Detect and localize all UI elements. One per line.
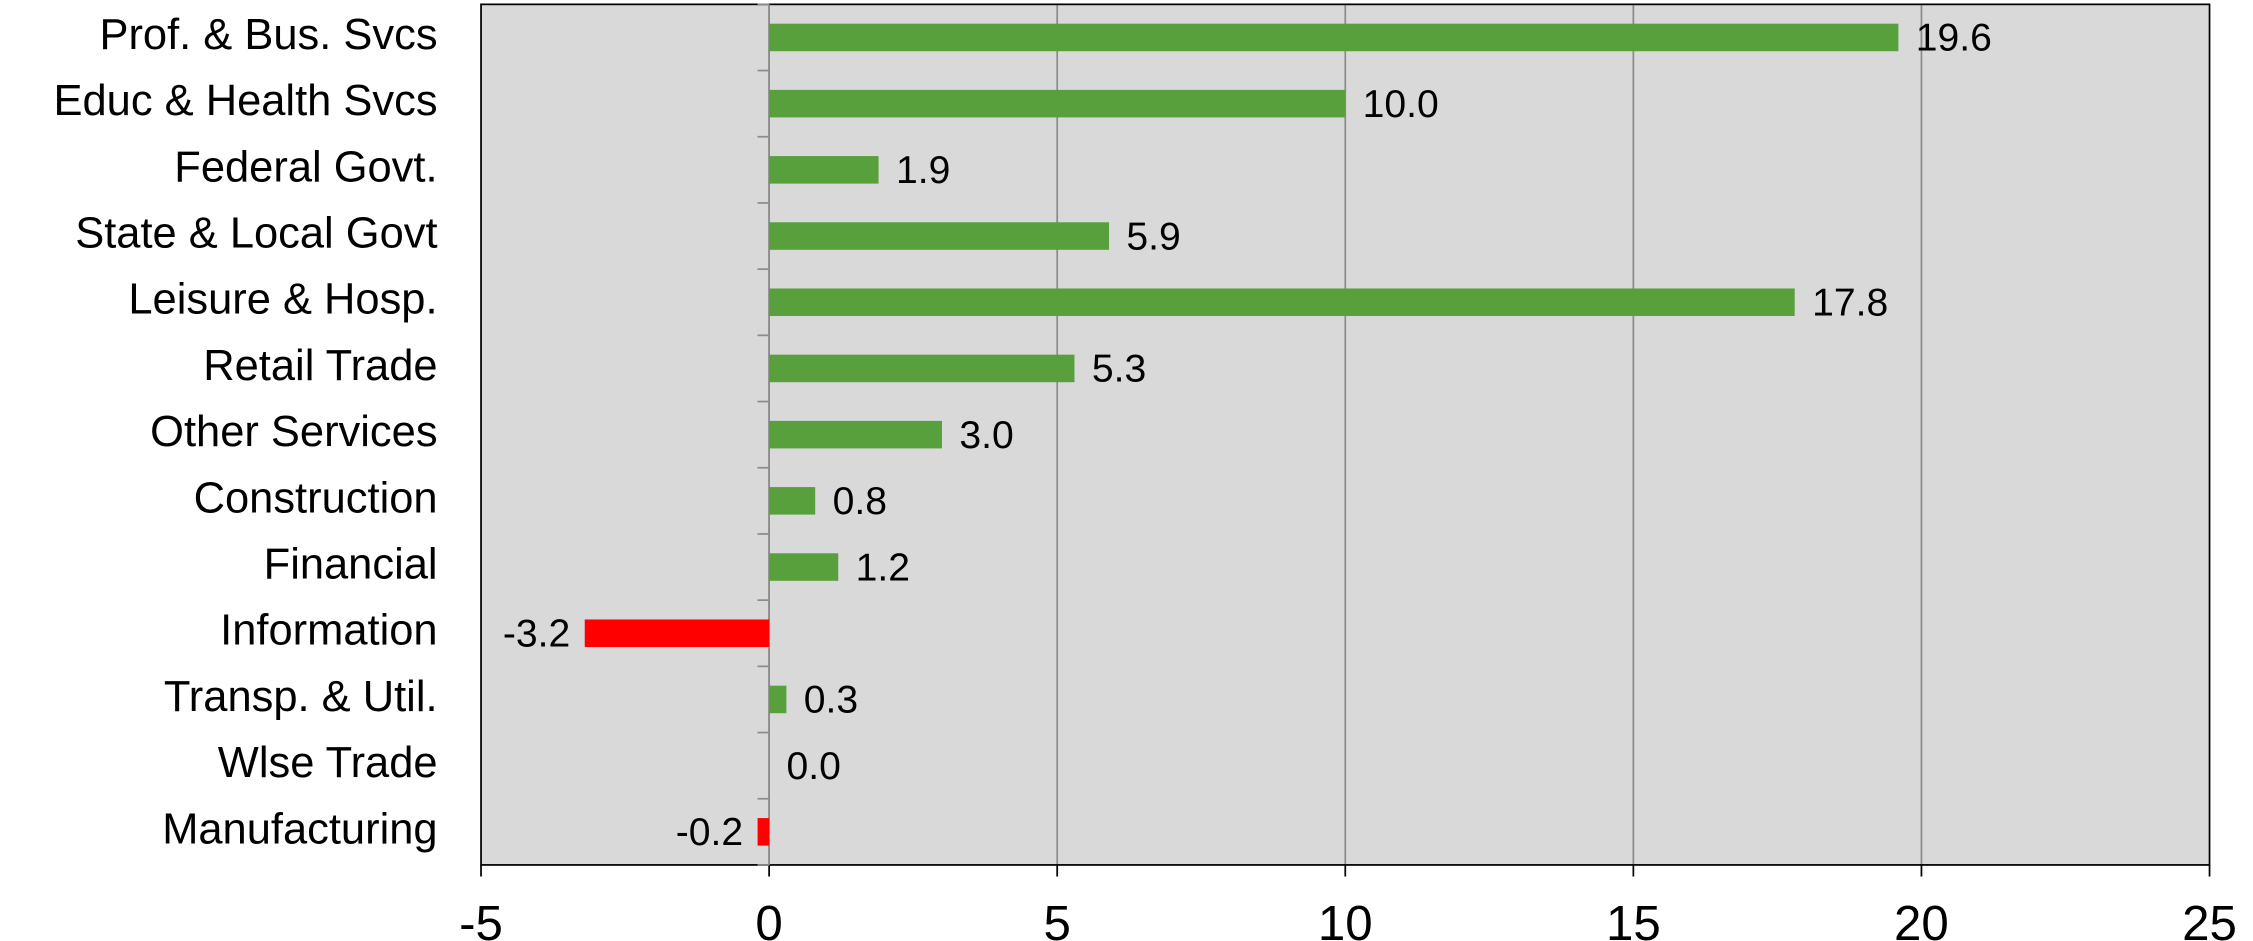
y-tick-label: Retail Trade [203, 342, 437, 390]
y-tick-label: Prof. & Bus. Svcs [99, 11, 437, 59]
y-tick-label: Federal Govt. [174, 143, 437, 191]
bar [757, 818, 770, 846]
y-tick-label: Financial [264, 541, 438, 589]
y-tick-label: State & Local Govt [75, 210, 437, 258]
y-tick-label: Leisure & Hosp. [128, 276, 437, 324]
bar [769, 288, 1795, 317]
bar [769, 89, 1346, 118]
value-label: 10.0 [1363, 83, 1439, 126]
value-label: 0.8 [833, 480, 887, 523]
y-tick-label: Wlse Trade [218, 739, 438, 787]
value-label: -3.2 [503, 612, 570, 655]
plot-border [480, 3, 2211, 866]
value-label: 1.9 [896, 149, 950, 192]
y-tick-label: Educ & Health Svcs [54, 77, 438, 125]
bar [769, 23, 1899, 52]
bar [584, 619, 770, 648]
y-tick-label: Transp. & Util. [164, 673, 438, 721]
value-label: 0.3 [804, 679, 858, 722]
x-tick-label: 0 [755, 896, 782, 941]
bar [769, 487, 816, 515]
value-label: 1.2 [856, 546, 910, 589]
bar [769, 420, 942, 449]
bar [769, 156, 879, 184]
value-label: 19.6 [1916, 17, 1992, 60]
value-label: 0.0 [786, 745, 840, 788]
bar [769, 354, 1075, 383]
x-tick-label: 25 [2182, 896, 2237, 941]
value-label: 17.8 [1812, 281, 1888, 324]
bar [769, 553, 839, 581]
value-label: 3.0 [959, 414, 1013, 457]
bar [769, 222, 1110, 250]
x-tick-label: 5 [1043, 896, 1070, 941]
y-tick-label: Manufacturing [162, 805, 437, 853]
x-tick-label: 15 [1606, 896, 1661, 941]
value-label: -0.2 [676, 811, 743, 854]
x-tick-label: 20 [1894, 896, 1949, 941]
value-label: 5.9 [1126, 215, 1180, 258]
y-tick-label: Construction [194, 474, 438, 522]
x-tick-label: 10 [1318, 896, 1373, 941]
value-label: 5.3 [1092, 348, 1146, 391]
x-tick-label: -5 [459, 896, 503, 941]
y-tick-label: Other Services [150, 408, 437, 456]
bar [769, 685, 787, 714]
y-tick-label: Information [220, 607, 437, 655]
